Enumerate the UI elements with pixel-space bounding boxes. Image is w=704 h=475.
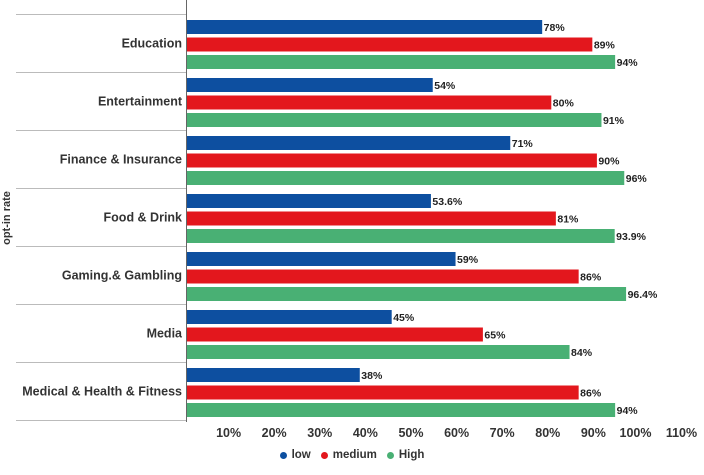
bar-high-entertainment[interactable] [186, 113, 602, 127]
legend-marker-medium [320, 451, 328, 459]
legend-label-low: low [291, 449, 311, 461]
legend-label-high: High [398, 449, 425, 461]
bar-low-food-drink[interactable] [186, 194, 431, 208]
x-tick-label: 80% [535, 426, 560, 440]
data-label-high-food-drink: 93.9% [616, 231, 646, 243]
data-label-medium-food-drink: 81% [557, 214, 579, 226]
data-label-low-medical-health-fitness: 38% [361, 370, 383, 382]
legend: low medium High [0, 449, 704, 461]
data-label-low-entertainment: 54% [434, 80, 456, 92]
bar-high-education[interactable] [186, 55, 616, 69]
x-tick-label: 70% [490, 426, 515, 440]
data-label-medium-entertainment: 80% [553, 98, 575, 110]
x-tick-labels-group: 10% 20% 30% 40% 50% 60% 70% 80% 90% 100% 110% [216, 426, 697, 440]
data-label-medium-media: 65% [484, 330, 506, 342]
data-label-low-food-drink: 53.6% [432, 196, 462, 208]
data-labels-group: 78%89%94%54%80%91%71%90%96%53.6%81%93.9%… [361, 22, 658, 417]
legend-marker-high [386, 451, 394, 459]
x-tick-label: 30% [307, 426, 332, 440]
data-label-high-media: 84% [571, 347, 593, 359]
bar-high-gaming-gambling[interactable] [186, 287, 627, 301]
data-label-high-finance-insurance: 96% [626, 173, 648, 185]
data-label-high-medical-health-fitness: 94% [617, 405, 639, 417]
bar-low-entertainment[interactable] [186, 78, 433, 92]
data-label-medium-finance-insurance: 90% [598, 156, 620, 168]
bar-high-medical-health-fitness[interactable] [186, 403, 616, 417]
legend-item-low[interactable]: low [279, 449, 311, 461]
bar-high-media[interactable] [186, 345, 570, 359]
data-label-low-gaming-gambling: 59% [457, 254, 479, 266]
bar-low-education[interactable] [186, 20, 543, 34]
category-label-education: Education [122, 37, 182, 51]
bar-low-gaming-gambling[interactable] [186, 252, 456, 266]
bar-medium-education[interactable] [186, 37, 593, 52]
x-tick-label: 90% [581, 426, 606, 440]
bar-medium-media[interactable] [186, 327, 483, 342]
data-label-medium-gaming-gambling: 86% [580, 272, 602, 284]
data-label-high-gaming-gambling: 96.4% [628, 289, 658, 301]
legend-marker-low [279, 451, 287, 459]
data-label-high-education: 94% [617, 57, 639, 69]
bar-high-finance-insurance[interactable] [186, 171, 625, 185]
y-axis-title: opt-in rate [1, 191, 13, 245]
data-label-high-entertainment: 91% [603, 115, 625, 127]
legend-item-high[interactable]: High [386, 449, 425, 461]
x-tick-label: 60% [444, 426, 469, 440]
bars-group [186, 20, 627, 417]
category-label-entertainment: Entertainment [98, 95, 183, 109]
bar-low-medical-health-fitness[interactable] [186, 368, 360, 382]
category-label-food-drink: Food & Drink [104, 211, 183, 225]
category-label-media: Media [147, 327, 183, 341]
bar-high-food-drink[interactable] [186, 229, 615, 243]
x-tick-label: 110% [666, 426, 697, 440]
legend-item-medium[interactable]: medium [320, 449, 377, 461]
data-label-low-finance-insurance: 71% [512, 138, 534, 150]
x-tick-label: 50% [398, 426, 423, 440]
data-label-low-education: 78% [544, 22, 566, 34]
x-tick-label: 20% [262, 426, 287, 440]
category-labels-group: Education Entertainment Finance & Insuranc… [22, 37, 183, 399]
x-tick-label: 40% [353, 426, 378, 440]
bar-medium-medical-health-fitness[interactable] [186, 385, 579, 400]
bar-medium-gaming-gambling[interactable] [186, 269, 579, 284]
category-label-gaming-gambling: Gaming.& Gambling [62, 269, 182, 283]
data-label-medium-medical-health-fitness: 86% [580, 388, 602, 400]
bar-medium-finance-insurance[interactable] [186, 153, 597, 168]
bar-medium-food-drink[interactable] [186, 211, 556, 226]
category-label-finance-insurance: Finance & Insurance [60, 153, 182, 167]
bar-low-finance-insurance[interactable] [186, 136, 511, 150]
category-separators [16, 14, 187, 421]
x-tick-label: 100% [620, 426, 652, 440]
x-tick-label: 10% [216, 426, 241, 440]
category-label-medical-health-fitness: Medical & Health & Fitness [22, 385, 182, 399]
data-label-medium-education: 89% [594, 40, 616, 52]
legend-label-medium: medium [332, 449, 377, 461]
bar-medium-entertainment[interactable] [186, 95, 552, 110]
bar-low-media[interactable] [186, 310, 392, 324]
data-label-low-media: 45% [393, 312, 415, 324]
